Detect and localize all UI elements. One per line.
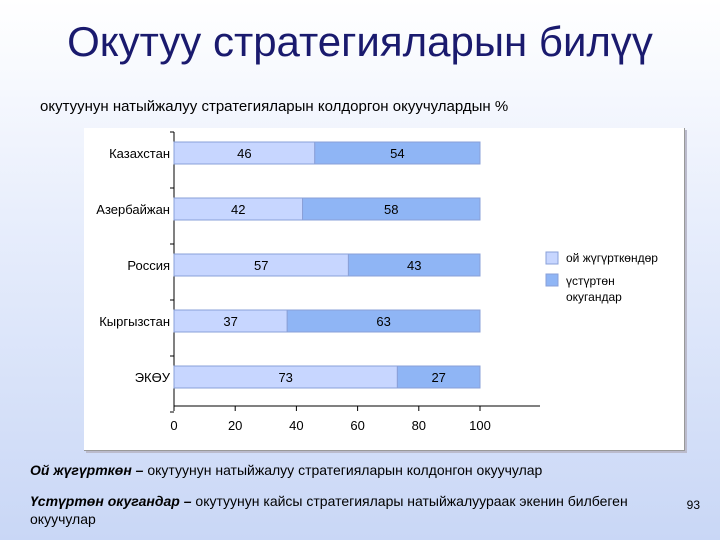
category-label: Казахстан bbox=[109, 146, 170, 161]
bar-segment bbox=[347, 253, 481, 277]
note-surface: Үстүртөн окугандар – окутуунун кайсы стр… bbox=[30, 492, 670, 528]
note-thinkers-text: окутуунун натыйжалуу стратегияларын колд… bbox=[143, 462, 543, 478]
slide-title: Окутуу стратегияларын билүү bbox=[67, 18, 653, 65]
bar-data-label: 58 bbox=[384, 202, 398, 217]
category-label: ЭКӨУ bbox=[135, 370, 171, 385]
page-number: 93 bbox=[686, 498, 700, 512]
category-label: Россия bbox=[127, 258, 170, 273]
note-surface-text: окутуунун кайсы стратегиялары натыйжалуу… bbox=[30, 493, 628, 527]
bar-data-label: 54 bbox=[390, 146, 404, 161]
x-tick-label: 0 bbox=[170, 418, 177, 433]
x-tick-label: 60 bbox=[350, 418, 364, 433]
bar-data-label: 73 bbox=[278, 370, 292, 385]
bar-data-label: 37 bbox=[223, 314, 237, 329]
bar-data-label: 27 bbox=[431, 370, 445, 385]
x-tick-label: 20 bbox=[228, 418, 242, 433]
bar-segment bbox=[396, 365, 481, 389]
legend-swatch bbox=[545, 273, 559, 287]
bar-data-label: 63 bbox=[376, 314, 390, 329]
stacked-bar-chart: 0 20 40 60 80 100 Казахстан 46 54 Азербайжан 42 58 Р… bbox=[96, 131, 658, 433]
bar-data-label: 43 bbox=[407, 258, 421, 273]
category-label: Азербайжан bbox=[96, 202, 170, 217]
note-surface-term: Үстүртөн окугандар – bbox=[30, 493, 192, 509]
bar-data-label: 42 bbox=[231, 202, 245, 217]
x-tick-label: 80 bbox=[412, 418, 426, 433]
note-thinkers: Ой жүгүрткөн – окутуунун натыйжалуу стра… bbox=[30, 462, 542, 478]
legend-swatch bbox=[545, 251, 559, 265]
note-thinkers-term: Ой жүгүрткөн – bbox=[30, 462, 144, 478]
legend-label: үстүртөн окугандар bbox=[566, 274, 622, 304]
bar-segment bbox=[314, 141, 481, 165]
bar-data-label: 57 bbox=[254, 258, 268, 273]
x-tick-label: 40 bbox=[289, 418, 303, 433]
x-tick-label: 100 bbox=[469, 418, 491, 433]
legend-label: ой жүгүрткөндөр bbox=[566, 251, 658, 265]
bar-segment bbox=[286, 309, 481, 333]
category-label: Кыргызстан bbox=[99, 314, 170, 329]
chart-subtitle: окутуунун натыйжалуу стратегияларын колд… bbox=[40, 98, 509, 115]
bar-data-label: 46 bbox=[237, 146, 251, 161]
chart-frame: 0 20 40 60 80 100 Казахстан 46 54 Азербайжан 42 58 Р… bbox=[84, 128, 685, 451]
bar-segment bbox=[302, 197, 481, 221]
